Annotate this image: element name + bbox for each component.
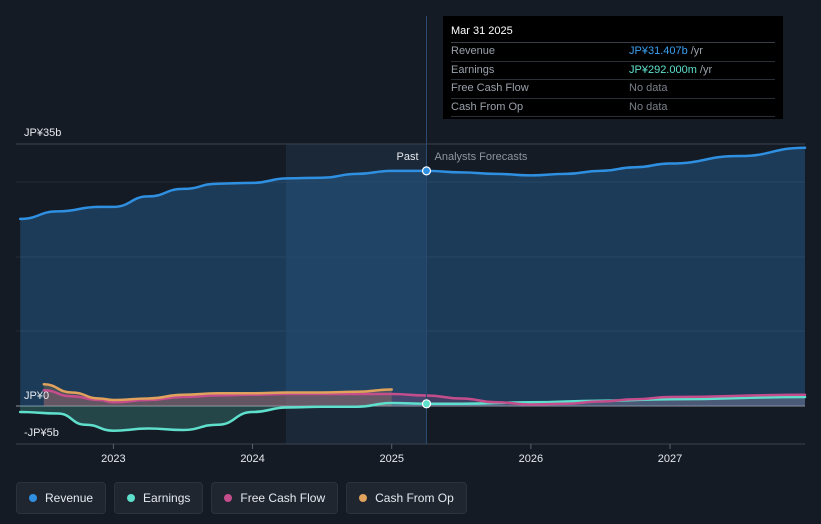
- y-label-bottom: -JP¥5b: [24, 427, 59, 439]
- gridlines: [16, 143, 805, 445]
- hover-markers: [421, 166, 432, 409]
- tooltip-unit: /yr: [699, 63, 713, 76]
- past-label: Past: [396, 151, 418, 163]
- tooltip-value: JP¥31.407b: [629, 45, 688, 57]
- tooltip-label: Free Cash Flow: [451, 82, 529, 94]
- y-label-zero: JP¥0: [24, 390, 49, 402]
- x-tick-label: 2024: [240, 453, 264, 465]
- legend-dot-icon: [29, 494, 37, 502]
- free-cash-flow-line: [42, 389, 807, 406]
- legend-item-revenue[interactable]: Revenue: [16, 482, 107, 514]
- tooltip-label: Cash From Op: [451, 100, 524, 113]
- legend: Revenue Earnings Free Cash Flow Cash Fro…: [16, 482, 467, 514]
- legend-label: Cash From Op: [375, 491, 454, 505]
- legend-label: Revenue: [45, 491, 94, 505]
- legend-dot-icon: [127, 494, 136, 502]
- x-axis-ticks: 2023 2024 2025 2026 2027: [101, 444, 682, 465]
- tooltip: Mar 31 2025 Revenue JP¥31.407b /yr Earni…: [443, 16, 783, 119]
- forecast-label: Analysts Forecasts: [435, 151, 528, 163]
- legend-item-cash-from-op[interactable]: Cash From Op: [346, 482, 467, 514]
- series-lines: [18, 146, 807, 432]
- tooltip-value: No data: [629, 100, 668, 113]
- tooltip-date: Mar 31 2025: [451, 24, 775, 43]
- earnings-line: [18, 395, 807, 432]
- revenue-marker: [421, 166, 432, 176]
- tooltip-row-revenue: Revenue JP¥31.407b /yr: [451, 43, 775, 62]
- tooltip-row-free-cash-flow: Free Cash Flow No data: [451, 80, 775, 99]
- y-label-top: JP¥35b: [24, 127, 61, 139]
- legend-label: Earnings: [143, 491, 191, 505]
- x-tick-label: 2026: [519, 453, 543, 465]
- series-areas: [20, 147, 806, 431]
- x-tick-label: 2023: [101, 453, 125, 465]
- tooltip-row-earnings: Earnings JP¥292.000m /yr: [451, 62, 775, 80]
- x-tick-label: 2025: [379, 453, 403, 465]
- tooltip-row-cash-from-op: Cash From Op No data: [451, 99, 775, 117]
- tooltip-value: JP¥292.000m: [629, 63, 697, 76]
- legend-dot-icon: [359, 494, 368, 502]
- revenue-area: [20, 147, 805, 406]
- x-tick-label: 2027: [658, 453, 682, 465]
- legend-label: Free Cash Flow: [240, 491, 326, 505]
- legend-item-free-cash-flow[interactable]: Free Cash Flow: [211, 482, 339, 514]
- cash-from-op-line: [42, 383, 393, 402]
- revenue-line: [18, 146, 807, 221]
- tooltip-label: Revenue: [451, 45, 496, 57]
- earnings-marker: [421, 399, 432, 409]
- earnings-area: [20, 397, 805, 431]
- tooltip-label: Earnings: [451, 63, 495, 76]
- tooltip-value: No data: [629, 82, 668, 94]
- free-cash-flow-area: [43, 390, 806, 406]
- legend-item-earnings[interactable]: Earnings: [114, 482, 204, 514]
- legend-dot-icon: [224, 494, 233, 502]
- tooltip-unit: /yr: [690, 45, 703, 57]
